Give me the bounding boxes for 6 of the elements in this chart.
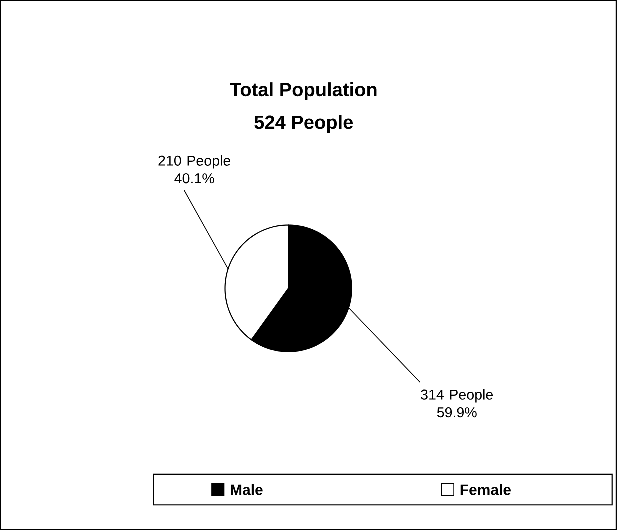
chart-subtitle: 524 People	[254, 115, 354, 133]
data-label: 314 People 59.9%	[421, 389, 494, 418]
legend-label: Female	[460, 484, 511, 496]
data-label: 210 People 40.1%	[158, 155, 231, 184]
chart-title: Total Population	[230, 82, 377, 100]
legend-label: Male	[231, 484, 263, 496]
